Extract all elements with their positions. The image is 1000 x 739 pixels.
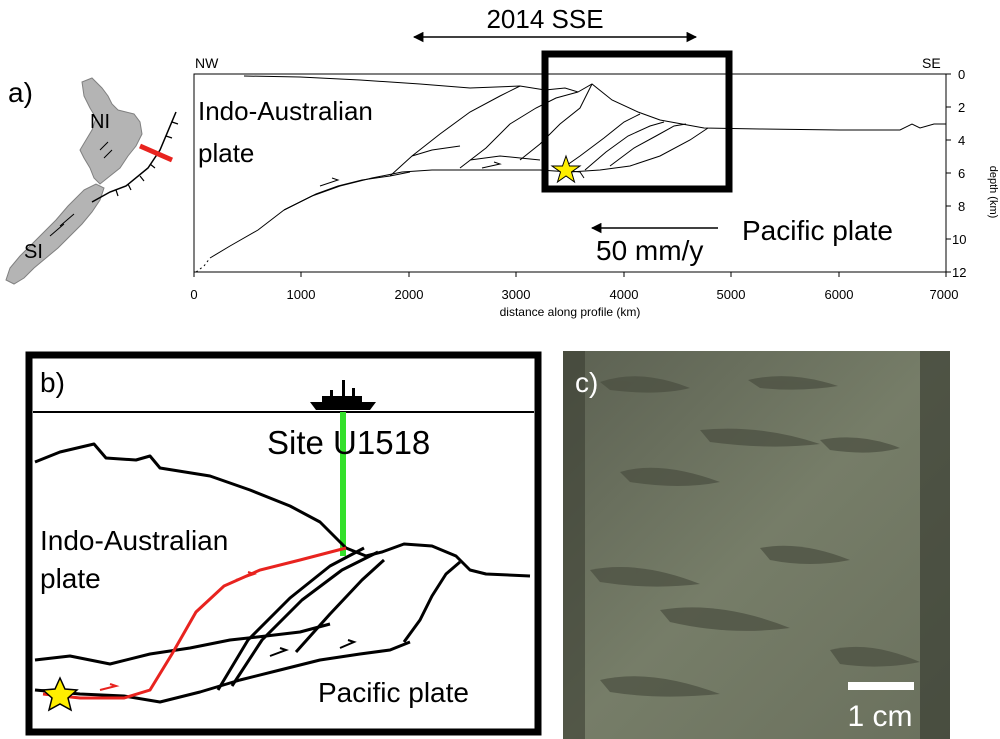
base-line-b [34, 640, 411, 704]
thrust-b-3 [294, 558, 386, 654]
nw-label: NW [195, 55, 219, 71]
north-island-label: NI [90, 111, 110, 133]
upper-thrust-a [411, 145, 461, 157]
profile-line-red [138, 143, 174, 163]
indo-australian-label-b2: plate [40, 563, 101, 594]
site-label: Site U1518 [267, 424, 430, 461]
sse-region-box [541, 50, 733, 193]
panel-a-label: a) [8, 77, 33, 108]
y-tick-label: 2 [958, 100, 965, 115]
new-zealand-map: NI SI [5, 77, 179, 285]
y-tick-label: 12 [952, 265, 966, 280]
hypocenter-star-b [41, 676, 79, 712]
slip-arrow-black-1 [269, 647, 289, 657]
se-label: SE [922, 55, 941, 71]
x-tick-label: 6000 [825, 287, 854, 302]
thrust-4 [559, 113, 641, 171]
panel-b-label: b) [40, 367, 65, 398]
cross-section-geology [195, 75, 946, 273]
thrust-b-4 [402, 560, 461, 643]
panel-b: b) Site U1518 Indo-Australian [25, 351, 542, 736]
x-tick-label: 3000 [502, 287, 531, 302]
hypocenter-star-a [550, 154, 582, 184]
north-island-shape [79, 77, 143, 185]
core-left-edge [563, 351, 585, 739]
x-axis: 0 1000 2000 3000 4000 5000 6000 7000 dis… [190, 272, 958, 319]
core-photo [563, 351, 950, 739]
deep-slab [209, 209, 285, 259]
thrust-1 [389, 85, 521, 177]
indo-australian-label-a1: Indo-Australian [198, 96, 373, 126]
core-texture [590, 376, 920, 697]
y-axis-title: depth (km) [987, 166, 999, 219]
red-fault-b [42, 546, 347, 700]
south-island-shape [5, 183, 105, 285]
lower-plate-interface [283, 127, 709, 211]
lower-plate-b [34, 622, 331, 666]
main-decollement [283, 171, 411, 211]
core-right-edge [920, 351, 950, 739]
thrust-5 [584, 121, 665, 171]
slip-arrow-1 [319, 177, 340, 187]
panel-a: a) NI SI NW SE 2014 SSE [5, 4, 999, 319]
upper-thrust-b [469, 155, 541, 161]
y-tick-label: 0 [958, 67, 965, 82]
panel-b-slip-arrows [99, 571, 357, 691]
deep-slab-dotted [195, 257, 211, 273]
pacific-plate-label-b: Pacific plate [318, 677, 469, 708]
seafloor-line [243, 75, 946, 131]
thrust-b-2 [230, 550, 379, 687]
x-tick-label: 4000 [610, 287, 639, 302]
south-island-label: SI [24, 241, 43, 263]
faults-inland [49, 141, 113, 237]
x-tick-label: 5000 [717, 287, 746, 302]
ship-icon [310, 380, 376, 410]
slip-sense-arrows [319, 161, 502, 187]
seafloor-profile-b [34, 442, 531, 578]
indo-australian-label-a2: plate [198, 138, 254, 168]
thrust-2 [459, 91, 579, 169]
slip-arrow-black-2 [339, 639, 357, 649]
x-tick-label: 2000 [395, 287, 424, 302]
panel-b-geology [34, 442, 531, 704]
y-tick-label: 10 [952, 232, 966, 247]
panel-c-label: c) [575, 367, 598, 398]
subduction-trace [91, 111, 177, 203]
sse-label: 2014 SSE [486, 4, 603, 34]
y-axis: 0 2 4 6 8 10 12 depth (km) [946, 67, 999, 280]
x-tick-label: 1000 [287, 287, 316, 302]
x-tick-label: 0 [190, 287, 197, 302]
x-axis-title: distance along profile (km) [500, 305, 641, 319]
thrust-b-1 [216, 546, 365, 691]
convergence-rate-label: 50 mm/y [596, 235, 703, 266]
scale-bar-label: 1 cm [847, 700, 912, 733]
pacific-plate-label-a: Pacific plate [742, 215, 893, 246]
y-tick-label: 4 [958, 133, 965, 148]
thrust-3 [519, 83, 593, 161]
y-tick-label: 8 [958, 199, 965, 214]
slip-arrow-red-2 [99, 683, 120, 691]
thrust-6 [609, 123, 687, 167]
scale-bar [848, 682, 914, 690]
y-tick-label: 6 [958, 166, 965, 181]
slip-arrow-red-1 [235, 571, 258, 581]
x-tick-label: 7000 [930, 287, 959, 302]
indo-australian-label-b1: Indo-Australian [40, 525, 228, 556]
slip-arrow-2 [481, 161, 502, 169]
panel-c: c) 1 cm [563, 351, 950, 739]
